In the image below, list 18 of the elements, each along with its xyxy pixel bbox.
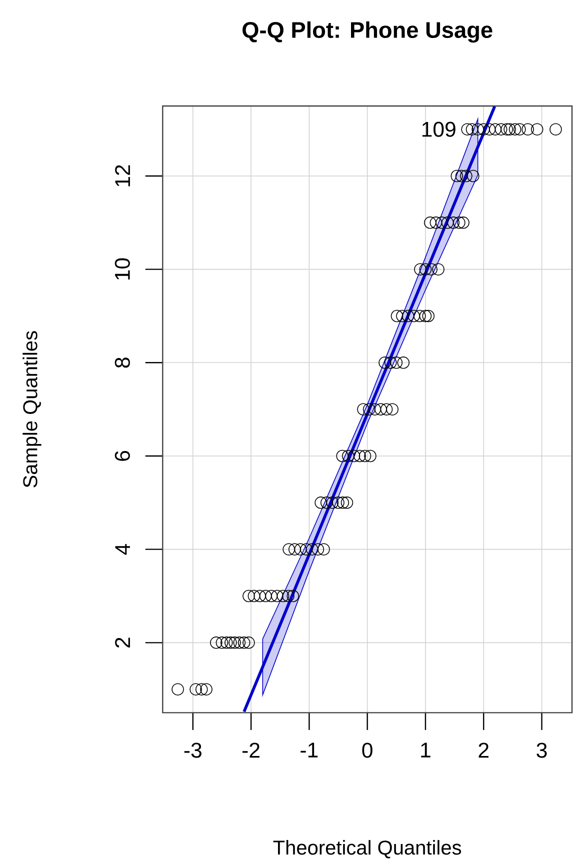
y-tick-label: 4 [115, 544, 130, 555]
chart-title: Q-Q Plot: Phone Usage [242, 21, 492, 43]
x-tick-label: -1 [300, 742, 318, 758]
y-tick-label: 12 [115, 165, 130, 186]
x-tick-label: 0 [362, 742, 372, 758]
annotation: 109 [422, 122, 456, 137]
x-tick-label: 2 [478, 742, 488, 758]
x-tick-label: 1 [421, 742, 430, 758]
x-tick-label: -2 [242, 742, 260, 758]
y-tick-label: 2 [115, 638, 130, 648]
line-series [242, 106, 496, 713]
x-tick-label: -3 [184, 742, 202, 758]
y-tick-label: 8 [114, 358, 130, 368]
y-tick-label: 6 [114, 451, 130, 461]
x-axis-title: Theoretical Quantiles [273, 840, 462, 858]
y-axis-title: Sample Quantiles [22, 331, 42, 488]
x-tick-label: 3 [536, 742, 547, 758]
y-tick-label: 10 [114, 258, 130, 280]
